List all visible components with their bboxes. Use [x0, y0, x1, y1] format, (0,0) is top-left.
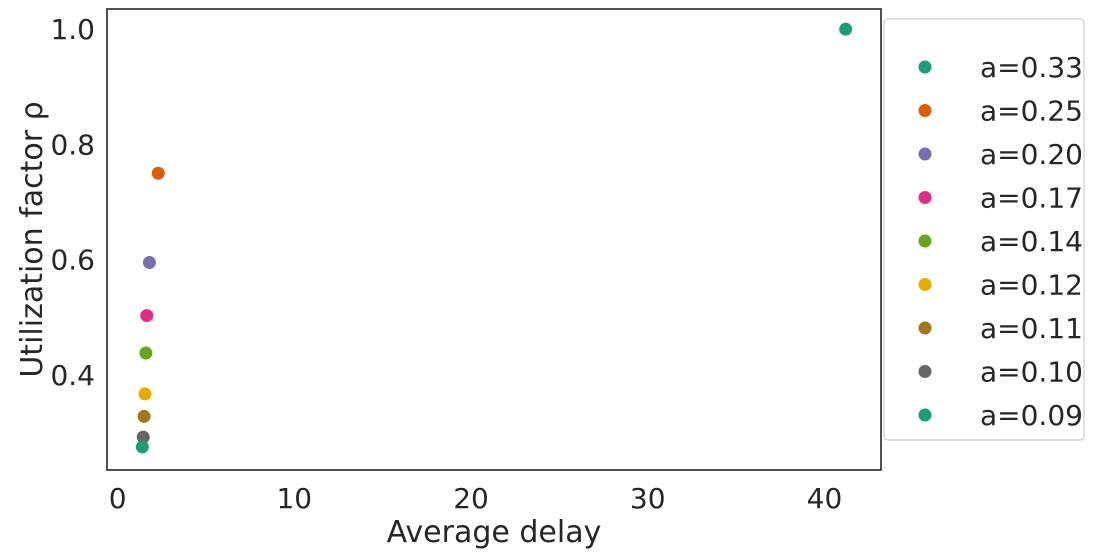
legend-item: a=0.10	[918, 356, 1083, 389]
data-point	[135, 440, 149, 454]
legend-item: a=0.17	[918, 182, 1083, 215]
legend-marker	[918, 321, 932, 335]
legend-label: a=0.25	[980, 95, 1083, 128]
data-point	[140, 309, 154, 323]
legend-item: a=0.12	[918, 269, 1083, 302]
data-point	[137, 409, 151, 423]
legend-marker	[918, 104, 932, 117]
y-tick-label: 0.6	[50, 244, 95, 277]
data-points	[135, 22, 853, 454]
data-point	[139, 346, 153, 360]
y-axis-label: Utilization factor ρ	[15, 101, 50, 377]
legend-item: a=0.20	[918, 138, 1083, 171]
data-point	[142, 256, 156, 270]
x-tick-label: 30	[630, 482, 666, 515]
data-point	[138, 387, 152, 401]
y-tick-label: 0.8	[50, 128, 95, 161]
legend-label: a=0.09	[980, 399, 1083, 432]
data-point	[136, 430, 150, 444]
legend-item: a=0.09	[918, 399, 1083, 432]
legend-marker	[918, 365, 932, 378]
legend-label: a=0.10	[980, 356, 1083, 389]
legend-label: a=0.17	[980, 182, 1083, 215]
legend-label: a=0.14	[980, 225, 1083, 258]
plot-frame	[106, 8, 882, 471]
legend-marker	[918, 408, 932, 422]
legend-item: a=0.11	[918, 312, 1083, 345]
legend-label: a=0.33	[980, 51, 1083, 84]
legend-marker	[918, 147, 932, 161]
x-axis-ticks: 0 10 20 30 40	[109, 482, 843, 515]
y-axis-ticks: 0.4 0.6 0.8 1.0	[50, 13, 95, 392]
legend-item: a=0.14	[918, 225, 1083, 258]
x-tick-label: 10	[276, 482, 312, 515]
legend-label: a=0.11	[980, 312, 1083, 345]
legend-marker	[918, 278, 932, 291]
legend: a=0.33 a=0.25 a=0.20 a=0.17 a=0.14 a=0.12 a=0.…	[883, 18, 1085, 441]
legend-label: a=0.20	[980, 138, 1083, 171]
x-axis-label: Average delay	[387, 515, 602, 550]
x-tick-label: 20	[453, 482, 489, 515]
data-point	[151, 166, 165, 180]
legend-label: a=0.12	[980, 269, 1083, 302]
x-tick-label: 0	[109, 482, 127, 515]
x-tick-label: 40	[807, 482, 843, 515]
data-point	[839, 22, 853, 36]
legend-box	[883, 18, 1085, 441]
y-tick-label: 0.4	[50, 359, 95, 392]
legend-marker	[918, 60, 932, 74]
legend-item: a=0.33	[918, 51, 1083, 84]
legend-item: a=0.25	[918, 95, 1083, 128]
legend-marker	[918, 191, 932, 204]
y-tick-label: 1.0	[50, 13, 95, 46]
legend-marker	[918, 234, 932, 248]
